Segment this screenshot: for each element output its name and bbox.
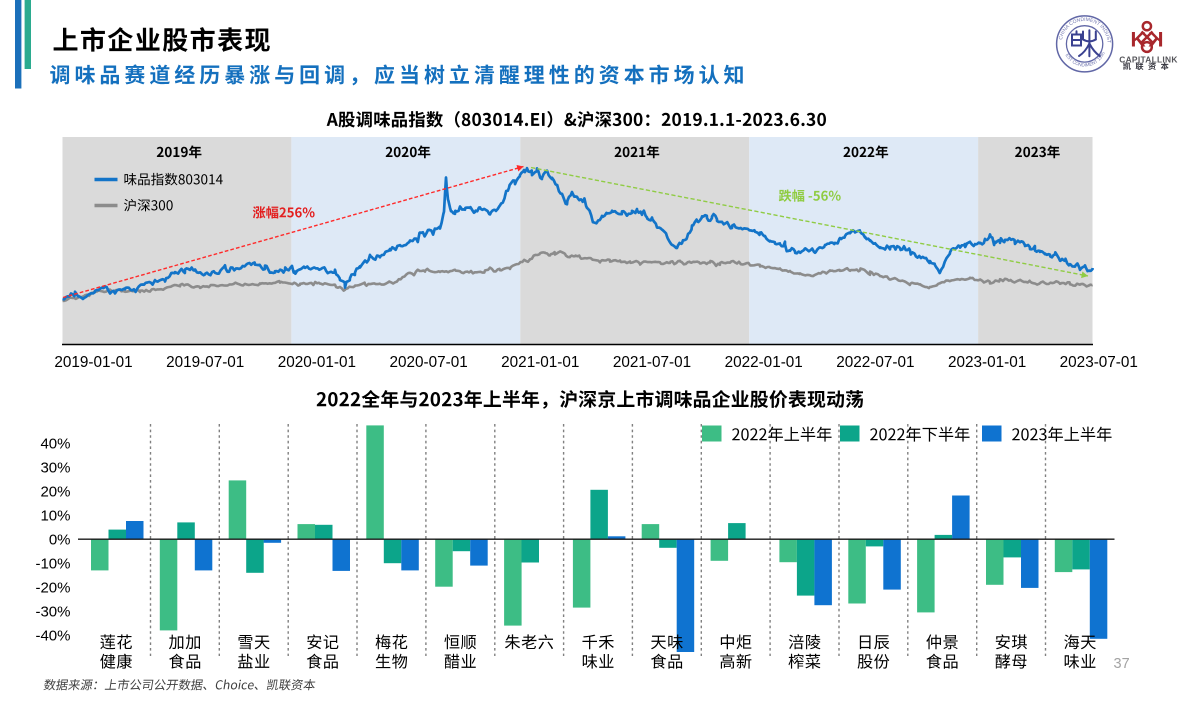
svg-text:2021-01-01: 2021-01-01 [501, 354, 579, 371]
svg-text:2019-01-01: 2019-01-01 [54, 354, 132, 371]
svg-text:2023-07-01: 2023-07-01 [1060, 354, 1138, 371]
svg-text:2020-01-01: 2020-01-01 [278, 354, 356, 371]
svg-text:2022-07-01: 2022-07-01 [836, 354, 914, 371]
svg-text:2023-01-01: 2023-01-01 [948, 354, 1026, 371]
svg-text:-30%: -30% [35, 603, 70, 620]
svg-text:37: 37 [1114, 656, 1130, 672]
svg-text:-10%: -10% [35, 555, 70, 572]
svg-text:2022-01-01: 2022-01-01 [725, 354, 803, 371]
svg-text:CAPITALLINK: CAPITALLINK [1119, 54, 1178, 64]
svg-text:2021-07-01: 2021-07-01 [613, 354, 691, 371]
svg-text:40%: 40% [40, 435, 70, 452]
svg-text:30%: 30% [40, 459, 70, 476]
svg-text:-40%: -40% [35, 627, 70, 644]
svg-text:-20%: -20% [35, 579, 70, 596]
svg-text:2019-07-01: 2019-07-01 [166, 354, 244, 371]
svg-text:10%: 10% [40, 507, 70, 524]
svg-text:20%: 20% [40, 483, 70, 500]
svg-text:0%: 0% [49, 531, 71, 548]
svg-text:2020-07-01: 2020-07-01 [389, 354, 467, 371]
